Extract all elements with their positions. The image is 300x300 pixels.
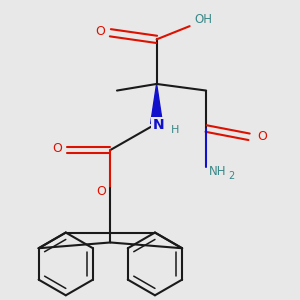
Text: H: H (171, 125, 179, 135)
Text: N: N (152, 118, 164, 132)
Text: O: O (257, 130, 267, 143)
Text: 2: 2 (229, 171, 235, 182)
Polygon shape (151, 84, 163, 124)
Text: O: O (96, 185, 106, 198)
Text: OH: OH (195, 13, 213, 26)
Text: NH: NH (209, 165, 226, 178)
Text: O: O (52, 142, 62, 155)
Text: O: O (95, 25, 105, 38)
